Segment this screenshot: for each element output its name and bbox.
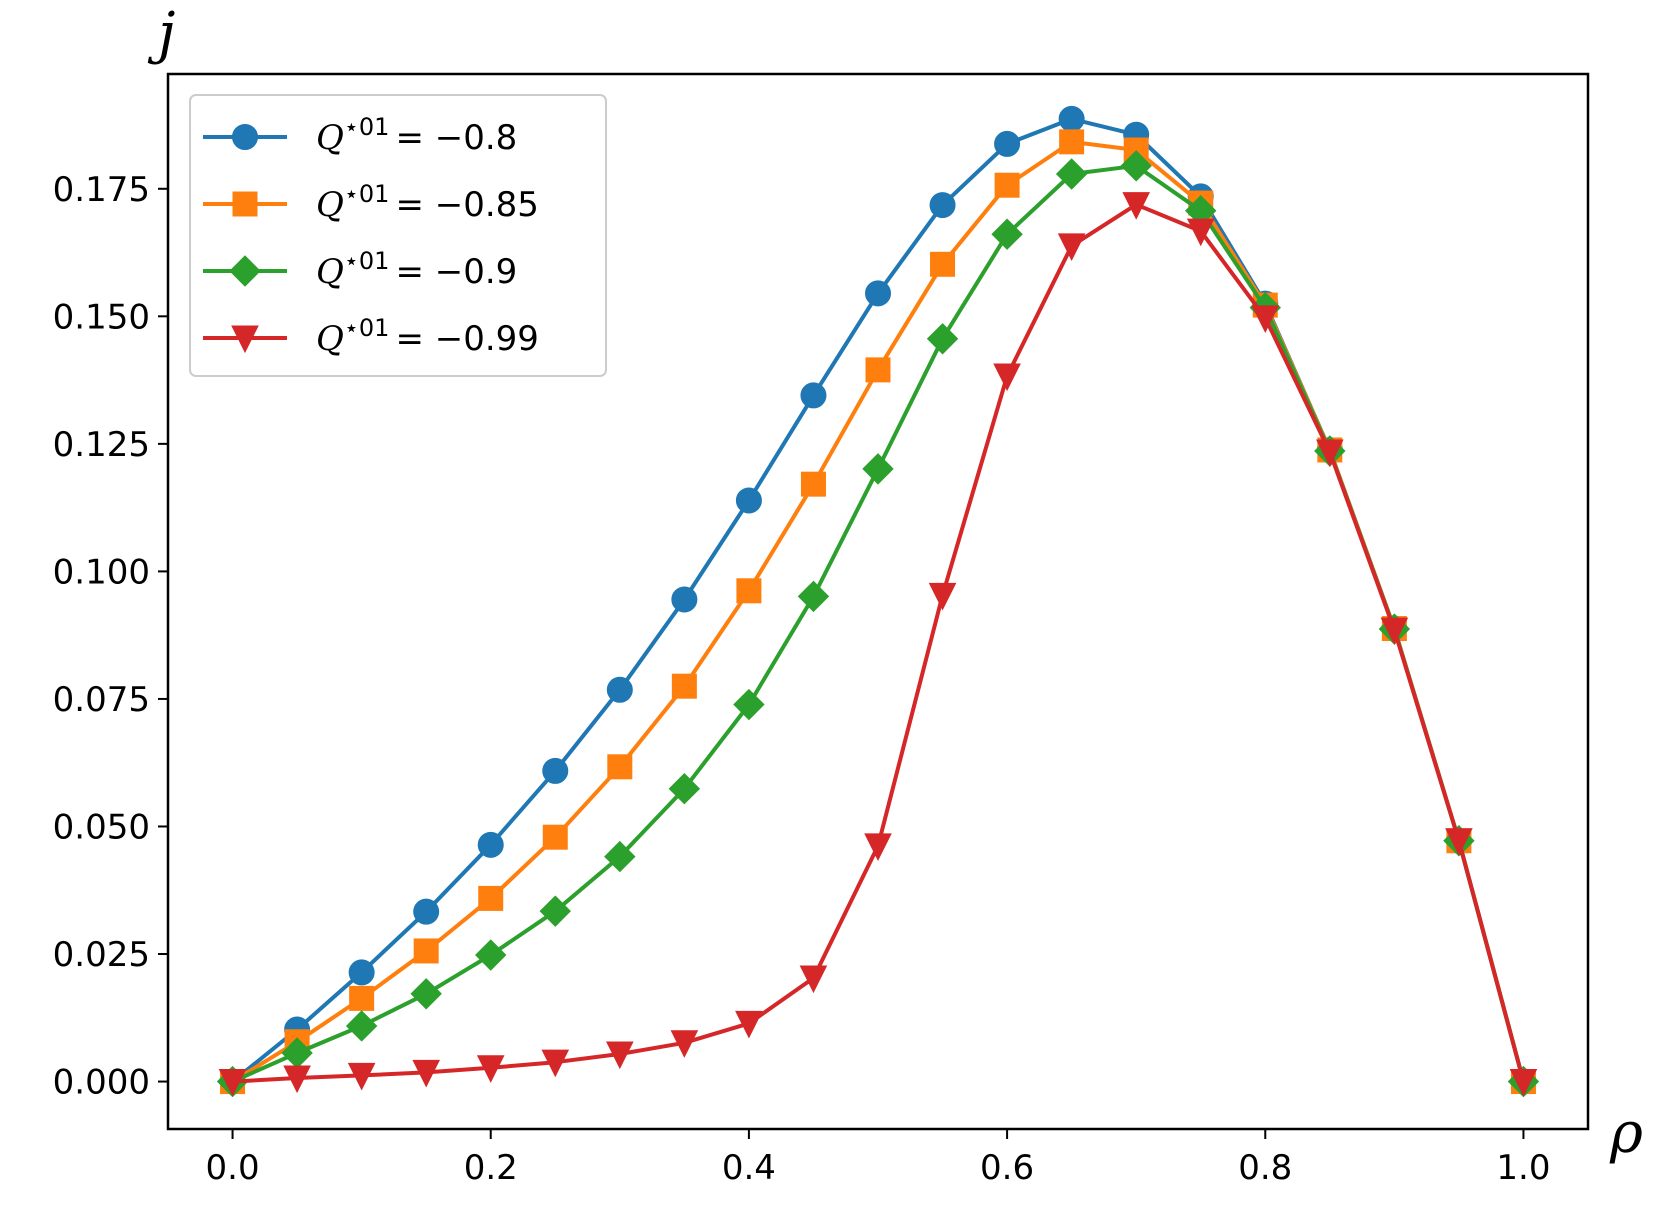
x-tick-label: 0.2 [464, 1148, 518, 1188]
data-point [733, 688, 765, 721]
legend-entry: Q⋆01 = −0.9 [203, 247, 517, 292]
data-point [349, 985, 375, 1011]
y-tick-label: 0.100 [53, 552, 150, 592]
x-tick-label: 0.8 [1238, 1148, 1292, 1188]
y-tick-label: 0.125 [53, 425, 150, 465]
legend-entry: Q⋆01 = −0.99 [203, 314, 539, 359]
data-point [865, 357, 891, 383]
data-point [1316, 439, 1344, 468]
data-point [347, 1062, 376, 1091]
legend-label: Q⋆01 = −0.85 [316, 180, 539, 225]
x-tick-label: 1.0 [1496, 1148, 1550, 1188]
x-tick-label: 0.0 [206, 1148, 260, 1188]
data-point [800, 382, 827, 409]
data-point [604, 840, 636, 873]
data-point [410, 978, 442, 1010]
data-point [994, 130, 1021, 157]
data-point [478, 885, 504, 911]
data-point [476, 1055, 505, 1083]
data-point [1120, 150, 1152, 182]
legend-label: Q⋆01 = −0.9 [316, 247, 517, 292]
data-point [1445, 828, 1473, 856]
data-point [475, 939, 507, 971]
legend-marker [231, 325, 259, 354]
data-point [735, 487, 762, 514]
data-point [412, 1059, 440, 1088]
data-point [1057, 233, 1086, 262]
data-point [477, 831, 504, 858]
data-point [864, 833, 892, 861]
data-point [993, 363, 1021, 392]
data-point [413, 898, 440, 925]
data-point [1186, 218, 1215, 247]
data-point [218, 1069, 247, 1097]
y-tick-label: 0.000 [53, 1063, 150, 1103]
x-axis: 0.0 0.2 0.4 0.6 0.8 1.0 [206, 1129, 1550, 1188]
legend-marker [232, 191, 258, 217]
y-tick-label: 0.075 [53, 680, 150, 720]
legend-label: Q⋆01 = −0.99 [316, 314, 539, 359]
x-tick-label: 0.6 [980, 1148, 1034, 1188]
data-point [671, 673, 697, 699]
data-point [930, 251, 956, 277]
series-4 [218, 192, 1538, 1097]
data-point [991, 218, 1023, 250]
x-axis-label: ρ [1609, 1101, 1643, 1166]
legend: Q⋆01 = −0.8 Q⋆01 = −0.85 Q⋆01 = −0.9 Q⋆01 = −0.… [189, 94, 607, 377]
data-point [862, 453, 894, 485]
legend-marker [232, 124, 258, 150]
y-tick-label: 0.175 [53, 170, 150, 210]
data-point [799, 965, 828, 994]
y-axis: 0.000 0.025 0.050 0.075 0.100 0.125 0.150 0.175 [53, 170, 168, 1103]
legend-entry: Q⋆01 = −0.8 [203, 113, 517, 158]
data-point [668, 773, 701, 805]
data-point [1380, 617, 1409, 646]
y-tick-label: 0.025 [53, 935, 150, 975]
data-point [926, 323, 959, 355]
data-point [1122, 192, 1150, 220]
series-layer [216, 105, 1540, 1098]
data-point [671, 586, 698, 613]
y-tick-label: 0.050 [53, 807, 150, 847]
data-point [542, 757, 569, 784]
data-point [1059, 129, 1085, 155]
data-point [928, 582, 957, 611]
plot-frame [166, 72, 1590, 1131]
y-tick-label: 0.150 [53, 297, 150, 337]
legend-box [189, 94, 607, 377]
data-point [797, 580, 830, 613]
data-point [413, 938, 439, 964]
legend-entry: Q⋆01 = −0.85 [203, 180, 539, 225]
data-point [670, 1030, 699, 1058]
legend-marker [229, 255, 261, 287]
data-point [1055, 158, 1088, 190]
data-point [541, 1049, 570, 1078]
data-point [865, 280, 891, 307]
data-point [735, 1010, 763, 1039]
legend-label: Q⋆01 = −0.8 [316, 113, 517, 158]
data-point [994, 172, 1020, 198]
data-point [1509, 1069, 1538, 1097]
data-point [1058, 105, 1085, 132]
data-point [607, 754, 633, 780]
data-point [539, 895, 571, 927]
x-tick-label: 0.4 [722, 1148, 776, 1188]
data-point [348, 959, 375, 986]
data-point [345, 1010, 378, 1042]
data-point [800, 471, 826, 497]
data-point [1251, 305, 1280, 333]
data-point [283, 1065, 311, 1094]
data-point [736, 578, 762, 604]
data-point [929, 192, 956, 219]
data-point [606, 1041, 634, 1070]
data-point [606, 676, 633, 703]
data-point [542, 824, 568, 850]
